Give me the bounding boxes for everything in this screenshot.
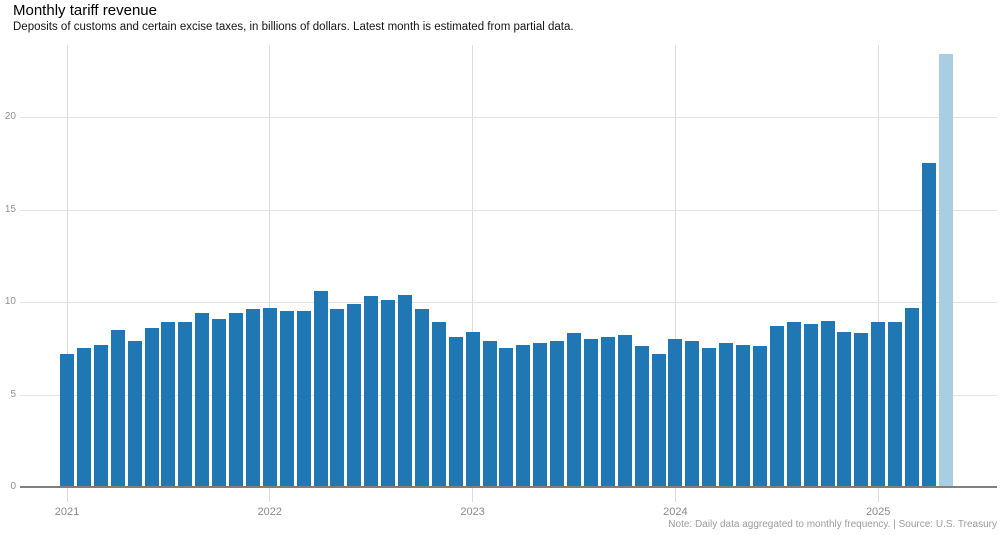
y-gridline <box>20 302 997 303</box>
x-axis-tick-label: 2024 <box>663 506 688 518</box>
bar <box>195 313 210 487</box>
bar <box>347 303 362 488</box>
bar <box>178 322 193 488</box>
year-gridline <box>66 45 68 502</box>
bar <box>888 322 903 488</box>
bar <box>516 344 531 487</box>
y-axis-tick-label: 15 <box>4 203 16 215</box>
x-axis-tick-label: 2022 <box>257 506 283 518</box>
bar <box>820 320 835 487</box>
bar <box>398 294 412 487</box>
bar <box>364 296 379 487</box>
bar <box>668 339 683 487</box>
bar <box>482 340 497 488</box>
y-axis-tick-label: 5 <box>10 388 16 400</box>
bar <box>229 313 243 487</box>
bar <box>414 309 429 487</box>
y-gridline <box>20 117 997 118</box>
y-axis-tick-label: 10 <box>4 296 16 307</box>
bar <box>93 344 108 487</box>
bar <box>110 329 125 488</box>
bar <box>837 331 852 487</box>
bar <box>871 322 886 488</box>
chart-subtitle: Deposits of customs and certain excise t… <box>13 21 574 33</box>
bar <box>431 322 446 488</box>
bar <box>448 337 463 487</box>
year-gridline <box>674 45 676 502</box>
bar <box>533 342 548 487</box>
bar <box>262 307 277 487</box>
x-axis-tick-label: 2025 <box>865 506 891 518</box>
bar <box>144 327 159 487</box>
bar <box>60 353 74 487</box>
bar <box>212 318 227 487</box>
year-gridline <box>877 45 879 502</box>
bar <box>905 307 919 487</box>
bar <box>313 290 328 487</box>
bar <box>583 339 598 487</box>
bar <box>736 344 750 487</box>
bar <box>803 324 818 487</box>
x-axis-tick-label: 2023 <box>460 506 485 518</box>
bar <box>651 353 666 487</box>
bar <box>161 322 176 488</box>
bar <box>499 348 514 488</box>
bar <box>127 340 142 488</box>
bar <box>296 311 311 488</box>
bar <box>617 335 632 487</box>
bar <box>381 300 396 487</box>
bar <box>76 348 91 488</box>
bar <box>685 340 700 488</box>
year-gridline <box>472 45 474 502</box>
bar-estimated <box>938 54 953 487</box>
bar <box>786 322 801 488</box>
bar <box>854 333 869 487</box>
source-note: Note: Daily data aggregated to monthly f… <box>668 519 997 530</box>
bar <box>245 309 260 487</box>
y-axis-tick-label: 0 <box>10 481 16 492</box>
bar <box>921 163 936 488</box>
y-gridline <box>20 209 997 211</box>
bar <box>769 326 784 487</box>
bar <box>600 337 615 487</box>
bar <box>567 333 581 487</box>
bar <box>719 342 734 487</box>
x-axis-tick-label: 2021 <box>54 506 80 518</box>
bar <box>550 340 565 488</box>
year-gridline <box>269 45 271 502</box>
x-axis-line <box>20 486 997 488</box>
bar <box>330 309 345 487</box>
bar <box>465 331 480 487</box>
bar <box>752 346 767 487</box>
y-axis-tick-label: 20 <box>4 111 16 122</box>
bar <box>702 348 717 488</box>
bar <box>279 311 294 488</box>
chart-title: Monthly tariff revenue <box>13 2 157 19</box>
bar <box>634 346 649 487</box>
